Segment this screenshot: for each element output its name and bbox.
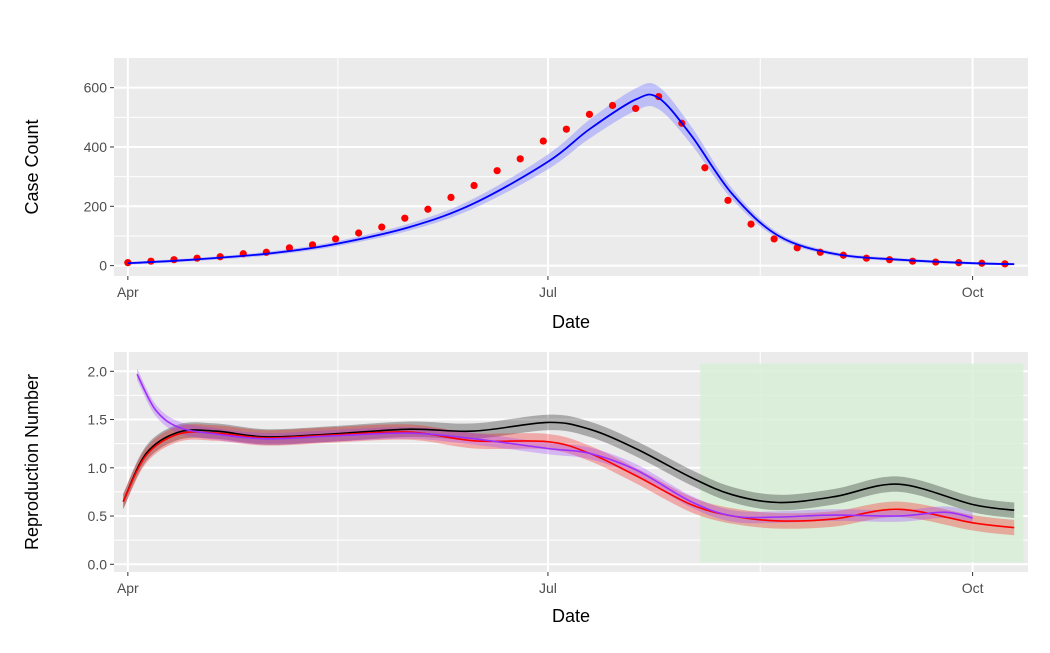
case-count-point — [539, 137, 547, 145]
plot-background — [114, 58, 1028, 276]
x-tick-label: Apr — [117, 284, 139, 300]
case-count-point — [378, 223, 386, 231]
series-0-line — [122, 421, 1015, 511]
case-count-point — [747, 220, 755, 228]
y-tick-label: 0.0 — [88, 556, 108, 572]
x-tick-label: Oct — [962, 284, 984, 300]
x-tick-label: Apr — [117, 580, 139, 596]
case-count-point — [770, 235, 778, 243]
y-tick-label: 200 — [84, 198, 108, 214]
case-count-point — [632, 104, 640, 113]
fit-line — [127, 93, 1015, 265]
case-count-point — [285, 244, 294, 252]
series-2-line — [136, 373, 973, 519]
case-count-point — [470, 181, 478, 190]
case-count-point — [701, 164, 709, 172]
y-tick-label: 1.5 — [88, 412, 108, 428]
case-count-point — [331, 235, 340, 243]
shaded-period-region — [700, 363, 1024, 563]
case-count-point — [193, 254, 201, 262]
x-tick-label: Jul — [539, 284, 557, 300]
case-count-point — [401, 214, 409, 222]
case-count-point — [355, 229, 363, 237]
case-count-point — [308, 241, 317, 249]
case-count-point — [447, 193, 455, 202]
y-axis-title: Case Count — [22, 119, 42, 214]
x-tick-label: Jul — [539, 580, 557, 596]
y-tick-label: 400 — [84, 139, 108, 155]
y-tick-label: 2.0 — [88, 363, 108, 379]
series-0-ribbon — [123, 414, 1015, 518]
x-axis-title: Date — [552, 312, 590, 332]
y-tick-label: 0 — [99, 258, 107, 274]
y-tick-label: 0.5 — [88, 508, 108, 524]
case-count-point — [170, 256, 178, 264]
x-tick-label: Oct — [962, 580, 984, 596]
panel-bottom: 0.0 0.5 1.0 1.5 2.0 Apr Jul Oct Date Reproduction… — [22, 352, 1028, 626]
case-count-point — [493, 167, 501, 175]
case-count-point — [516, 155, 524, 163]
case-count-point — [724, 196, 732, 204]
case-count-point — [608, 101, 617, 110]
y-tick-label: 1.0 — [88, 460, 108, 476]
case-count-point — [585, 110, 594, 118]
panel-top: 0 200 400 600 Apr Jul Oct Date Case Count — [22, 58, 1028, 332]
y-tick-label: 600 — [84, 80, 108, 96]
case-count-point — [562, 125, 570, 133]
x-axis-title: Date — [552, 606, 590, 626]
plot-content — [124, 83, 1015, 268]
series-1-line — [122, 431, 1015, 529]
series-2-ribbon — [137, 368, 973, 524]
case-count-point — [424, 205, 432, 213]
plot-content — [122, 363, 1024, 563]
y-axis-title: Reproduction Number — [22, 374, 42, 550]
